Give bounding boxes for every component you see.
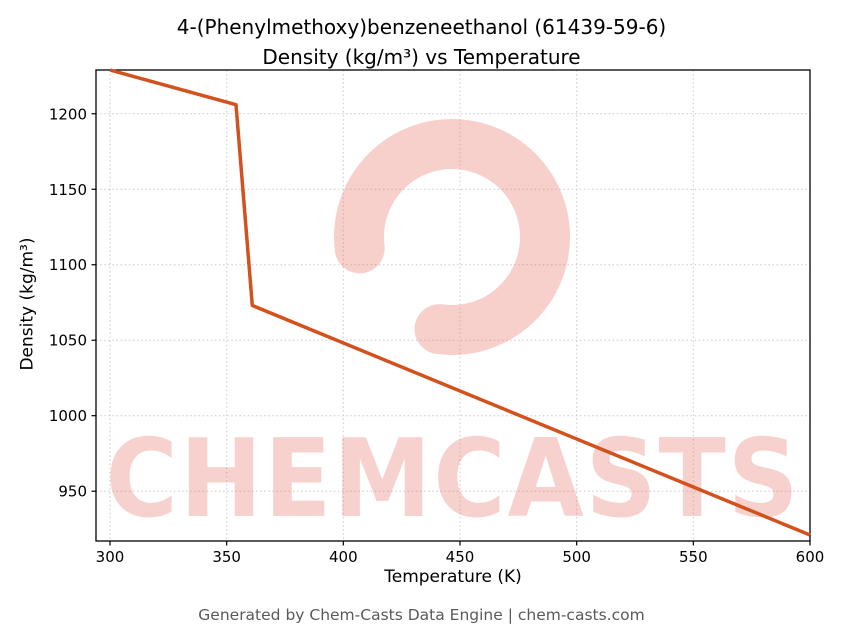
chart-title: 4-(Phenylmethoxy)benzeneethanol (61439-5… — [0, 12, 843, 72]
x-axis-label: Temperature (K) — [384, 567, 522, 587]
x-tick-label: 400 — [329, 548, 358, 566]
x-tick-label: 500 — [562, 548, 591, 566]
y-tick-label: 1100 — [49, 256, 87, 274]
density-line — [109, 68, 811, 537]
chemcasts-watermark: CHEMCASTS — [106, 119, 801, 542]
y-axis-label: Density (kg/m³) — [17, 237, 38, 371]
x-tick-label: 600 — [796, 548, 825, 566]
y-tick-label: 1000 — [49, 407, 87, 425]
x-tick-label: 450 — [446, 548, 475, 566]
footer-credit: Generated by Chem-Casts Data Engine | ch… — [198, 606, 645, 624]
y-tick-label: 950 — [58, 483, 87, 501]
x-tick-label: 550 — [679, 548, 708, 566]
y-tick-label: 1050 — [49, 332, 87, 350]
watermark-text: CHEMCASTS — [106, 417, 801, 542]
watermark-logo-icon — [334, 119, 570, 355]
chart-title-line2: Density (kg/m³) vs Temperature — [262, 45, 581, 69]
chart-title-line1: 4-(Phenylmethoxy)benzeneethanol (61439-5… — [176, 15, 667, 39]
x-tick-label: 300 — [96, 548, 125, 566]
y-tick-label: 1200 — [49, 105, 87, 123]
x-tick-label: 350 — [212, 548, 241, 566]
y-tick-label: 1150 — [49, 181, 87, 199]
plot-frame — [95, 69, 811, 542]
